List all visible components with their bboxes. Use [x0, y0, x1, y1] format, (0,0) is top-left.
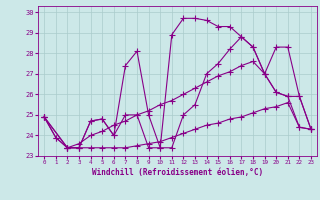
X-axis label: Windchill (Refroidissement éolien,°C): Windchill (Refroidissement éolien,°C): [92, 168, 263, 177]
